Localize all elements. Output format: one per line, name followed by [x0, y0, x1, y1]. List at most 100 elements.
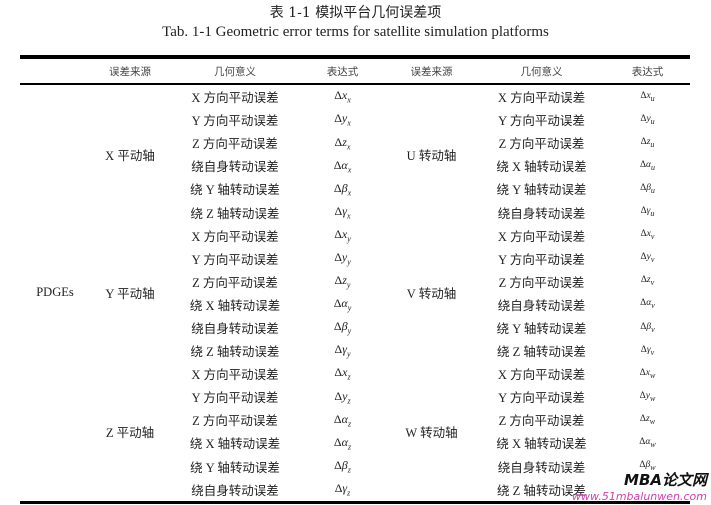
table-row: Z 方向平动误差 Δzx Z 方向平动误差 Δzu: [20, 131, 690, 154]
delta-symbol: Δ: [333, 157, 342, 172]
table-row: 绕自身转动误差 Δαx 绕 X 轴转动误差 Δαu: [20, 154, 690, 177]
delta-symbol: Δ: [640, 298, 647, 309]
expression-subscript: x: [347, 165, 352, 175]
delta-symbol: Δ: [333, 296, 342, 311]
expression-variable: γ: [342, 480, 348, 495]
expression-subscript: w: [649, 370, 656, 380]
meaning-cell-right: Y 方向平动误差: [498, 391, 585, 406]
expression-variable: β: [646, 182, 651, 193]
delta-symbol: Δ: [334, 365, 343, 380]
delta-symbol: Δ: [639, 437, 646, 447]
expression-variable: x: [645, 367, 650, 378]
expression-variable: x: [341, 226, 348, 241]
expression-subscript: u: [650, 208, 655, 218]
expression-variable: α: [341, 296, 348, 311]
meaning-cell-left: 绕自身转动误差: [191, 321, 279, 336]
table-row: 绕 Z 轴转动误差 Δγx 绕自身转动误差 Δγu: [20, 200, 690, 223]
expression-variable: β: [341, 457, 348, 472]
meaning-cell-left: Y 方向平动误差: [191, 114, 279, 129]
expression-variable: γ: [342, 342, 347, 357]
expression-subscript: x: [346, 211, 351, 221]
table-row: 绕 X 轴转动误差 Δαy 绕自身转动误差 Δαv: [20, 293, 690, 316]
expression-variable: γ: [646, 206, 651, 217]
table-row: Y 平动轴 X 方向平动误差 Δxy V 转动轴 X 方向平动误差 Δxv: [20, 224, 690, 301]
expression-cell: Δyu: [605, 108, 690, 131]
watermark-logo: MBA论文网 www.51mbalunwen.com: [572, 469, 707, 503]
expression-variable: y: [341, 111, 348, 126]
geometric-error-table: 误差来源 几何意义 表达式 误差来源 几何意义 表达式 PDGEs X 平动轴 X …: [20, 55, 690, 504]
table-row: 绕 Y 轴转动误差 Δβz 绕自身转动误差 Δβw: [20, 455, 690, 478]
expression-subscript: y: [347, 234, 351, 244]
delta-symbol: Δ: [640, 252, 647, 263]
expression-subscript: x: [347, 188, 352, 198]
expression-subscript: w: [649, 416, 656, 426]
table-caption-chinese: 表 1-1 模拟平台几何误差项: [269, 5, 442, 21]
delta-symbol: Δ: [334, 457, 342, 472]
delta-symbol: Δ: [640, 136, 647, 147]
expression-subscript: u: [651, 162, 656, 172]
expression-cell: Δxx: [300, 84, 385, 108]
delta-symbol: Δ: [333, 434, 342, 449]
error-source-left: Y 平动轴: [105, 287, 155, 302]
delta-symbol: Δ: [639, 159, 647, 170]
expression-cell: Δαz: [300, 408, 385, 431]
expression-variable: z: [646, 413, 650, 424]
delta-symbol: Δ: [334, 342, 343, 357]
header-category: [20, 57, 90, 84]
delta-symbol: Δ: [334, 273, 343, 288]
expression-subscript: x: [347, 95, 351, 105]
category-cell: PDGEs: [36, 285, 74, 300]
error-source-right: V 转动轴: [406, 287, 457, 302]
meaning-cell-left: 绕自身转动误差: [191, 483, 279, 498]
expression-variable: α: [341, 157, 348, 172]
expression-variable: y: [341, 250, 348, 264]
expression-cell: Δαx: [300, 154, 385, 177]
delta-symbol: Δ: [639, 367, 646, 378]
delta-symbol: Δ: [639, 460, 646, 471]
meaning-cell-left: 绕 Z 轴转动误差: [190, 345, 280, 360]
meaning-cell-right: Z 方向平动误差: [498, 275, 585, 290]
delta-symbol: Δ: [333, 180, 342, 195]
delta-symbol: Δ: [334, 226, 342, 241]
expression-cell: Δβu: [605, 177, 690, 200]
delta-symbol: Δ: [334, 134, 343, 149]
expression-subscript: u: [650, 93, 655, 103]
expression-cell: Δzx: [300, 131, 385, 154]
table-caption-english: Tab. 1-1 Geometric error terms for satel…: [162, 24, 549, 40]
meaning-cell-right: 绕 Z 轴转动误差: [497, 483, 586, 498]
expression-cell: Δxw: [605, 362, 690, 385]
expression-variable: y: [646, 113, 651, 124]
meaning-cell-right: 绕 Z 轴转动误差: [497, 345, 586, 360]
expression-subscript: v: [650, 278, 655, 288]
expression-variable: β: [341, 180, 348, 195]
expression-variable: α: [646, 298, 652, 309]
expression-cell: Δγz: [300, 478, 385, 503]
delta-symbol: Δ: [333, 319, 342, 334]
expression-subscript: v: [650, 232, 655, 242]
expression-cell: Δαz: [300, 431, 385, 454]
table-row: Y 方向平动误差 Δyz Y 方向平动误差 Δyw: [20, 385, 690, 408]
expression-cell: Δβy: [300, 316, 385, 339]
expression-variable: β: [645, 460, 651, 471]
expression-variable: β: [646, 321, 652, 332]
table-row: Y 方向平动误差 Δyy Y 方向平动误差 Δyv: [20, 247, 690, 270]
watermark-url: www.51mbalunwen.com: [572, 490, 707, 503]
error-source-right: W 转动轴: [405, 425, 458, 440]
meaning-cell-right: X 方向平动误差: [497, 229, 586, 244]
meaning-cell-right: 绕自身转动误差: [497, 206, 586, 221]
table-row: 绕 Y 轴转动误差 Δβx 绕 Y 轴转动误差 Δβu: [20, 177, 690, 200]
delta-symbol: Δ: [640, 275, 647, 286]
expression-subscript: v: [651, 301, 655, 311]
meaning-cell-left: 绕 Z 轴转动误差: [190, 206, 280, 221]
meaning-cell-left: Z 方向平动误差: [192, 275, 278, 290]
expression-cell: Δαv: [605, 293, 690, 316]
expression-variable: β: [341, 319, 348, 334]
meaning-cell-left: 绕 X 轴转动误差: [189, 298, 281, 313]
table-row: Z 平动轴 X 方向平动误差 Δxz W 转动轴 X 方向平动误差 Δxw: [20, 362, 690, 439]
delta-symbol: Δ: [334, 111, 342, 126]
delta-symbol: Δ: [640, 90, 647, 101]
meaning-cell-right: 绕自身转动误差: [497, 460, 586, 475]
expression-cell: Δzu: [605, 131, 690, 154]
delta-symbol: Δ: [640, 321, 647, 332]
expression-cell: Δγy: [300, 339, 385, 362]
